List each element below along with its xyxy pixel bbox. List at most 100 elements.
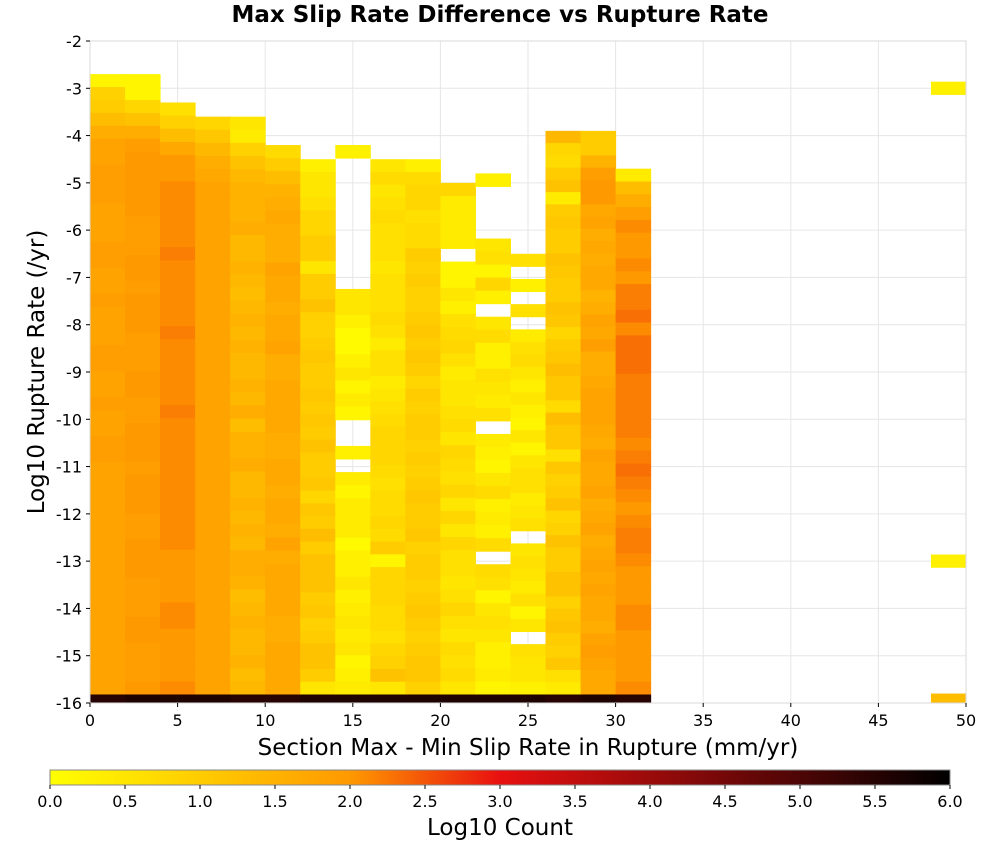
heatmap-cell [195, 221, 231, 236]
heatmap-cell [615, 232, 652, 247]
heatmap-cell [615, 399, 652, 413]
heatmap-cell [580, 584, 617, 597]
x-tick-label: 30 [605, 711, 625, 730]
heatmap-cell [160, 562, 196, 577]
heatmap-cell [160, 115, 196, 130]
x-tick-label: 45 [868, 711, 888, 730]
heatmap-cell [370, 490, 406, 504]
heatmap-cell [230, 116, 266, 131]
heatmap-cell [300, 273, 336, 288]
heatmap-cell [230, 615, 266, 630]
heatmap-cell [580, 657, 617, 671]
heatmap-cell [265, 485, 301, 499]
heatmap-cell [580, 608, 617, 622]
heatmap-cell [195, 261, 231, 275]
heatmap-cell [545, 486, 582, 499]
heatmap-cell [405, 567, 441, 581]
heatmap-cells [90, 74, 966, 703]
heatmap-cell [370, 324, 406, 339]
heatmap-cell [440, 222, 476, 236]
heatmap-cell [370, 477, 406, 492]
heatmap-cell [510, 304, 547, 318]
heatmap-cell [615, 514, 652, 529]
heatmap-cell [440, 471, 476, 486]
y-axis-title: Log10 Rupture Rate (/yr) [24, 230, 50, 515]
heatmap-cell [300, 630, 336, 645]
heatmap-cell [510, 341, 547, 356]
heatmap-cell [300, 452, 336, 466]
heatmap-cell [545, 596, 582, 610]
heatmap-cell [230, 313, 266, 328]
heatmap-cell [405, 210, 441, 224]
heatmap-cell [265, 419, 301, 434]
heatmap-cell [265, 223, 301, 238]
heatmap-cell [580, 510, 617, 524]
heatmap-cell [300, 618, 336, 632]
heatmap-cell [335, 537, 371, 552]
heatmap-cell [230, 182, 266, 196]
heatmap-cell [160, 286, 196, 301]
heatmap-cell [370, 656, 406, 670]
heatmap-cell [580, 620, 617, 634]
heatmap-cell [265, 171, 301, 185]
x-tick-label: 40 [781, 711, 801, 730]
heatmap-cell [440, 484, 476, 499]
heatmap-cell [195, 681, 231, 695]
heatmap-cell [475, 316, 511, 331]
heatmap-cell [545, 241, 582, 254]
heatmap-cell [370, 261, 406, 275]
heatmap-cell [335, 615, 371, 630]
heatmap-cell [265, 145, 301, 159]
heatmap-cell [580, 290, 617, 303]
heatmap-cell [405, 197, 441, 211]
heatmap-cell [370, 401, 406, 415]
heatmap-cell [300, 490, 336, 504]
heatmap-cell [580, 375, 617, 389]
x-tick-label: 15 [343, 711, 363, 730]
heatmap-cell [370, 605, 406, 619]
heatmap-cell [545, 694, 582, 703]
heatmap-cell [475, 238, 511, 253]
heatmap-cell [615, 604, 652, 619]
heatmap-cell [405, 261, 441, 275]
heatmap-cell [405, 337, 441, 351]
heatmap-cell [90, 371, 126, 385]
heatmap-cell [440, 209, 476, 223]
heatmap-cell [615, 348, 652, 362]
heatmap-cell [615, 335, 652, 349]
heatmap-cell [300, 567, 336, 581]
heatmap-cell [440, 563, 476, 577]
heatmap-cell [475, 459, 511, 474]
heatmap-cell [195, 550, 231, 564]
heatmap-cell [545, 535, 582, 548]
heatmap-cell [125, 397, 161, 411]
heatmap-cell [125, 461, 161, 476]
y-tick-label: -5 [66, 174, 82, 193]
heatmap-cell [125, 229, 161, 243]
heatmap-cell [195, 339, 231, 354]
heatmap-cell [580, 302, 617, 316]
heatmap-cell [160, 220, 196, 235]
heatmap-cell [90, 461, 126, 476]
heatmap-cell [265, 341, 301, 355]
heatmap-cell [300, 643, 336, 657]
heatmap-cell [440, 589, 476, 604]
heatmap-cell [510, 329, 547, 343]
heatmap-cell [195, 576, 231, 590]
heatmap-cell [615, 553, 652, 567]
heatmap-cell [510, 644, 547, 658]
heatmap-cell [615, 207, 652, 221]
heatmap-cell [475, 433, 511, 448]
heatmap-cell [545, 461, 582, 475]
heatmap-cell [580, 314, 617, 328]
heatmap-cell [510, 253, 547, 267]
heatmap-cell [405, 414, 441, 428]
x-tick-label: 35 [693, 711, 713, 730]
heatmap-cell [265, 197, 301, 211]
heatmap-cell [90, 668, 126, 683]
y-tick-label: -4 [66, 127, 82, 146]
heatmap-cell [580, 351, 617, 365]
x-tick-label: 10 [255, 711, 275, 730]
heatmap-cell [125, 578, 161, 592]
heatmap-cell [580, 155, 617, 169]
